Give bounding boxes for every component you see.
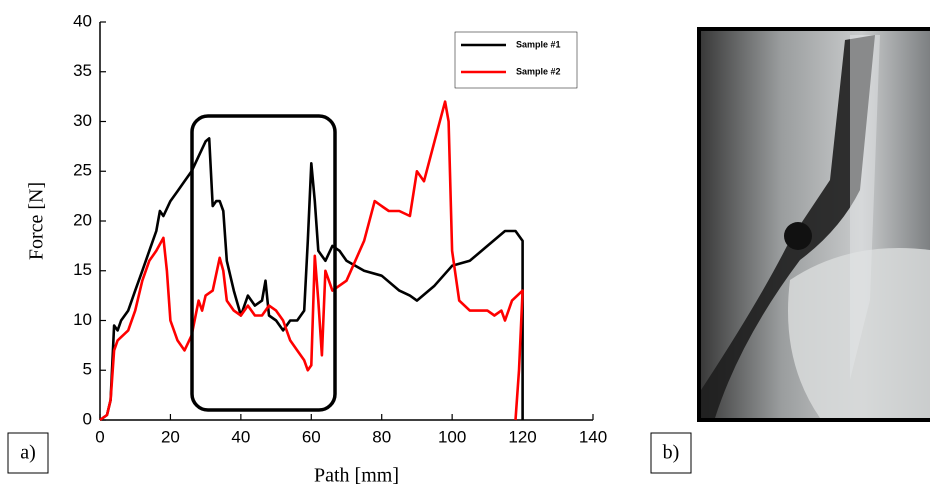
y-tick-label: 30 (73, 111, 92, 130)
x-tick-label: 140 (579, 427, 607, 446)
y-tick-label: 15 (73, 260, 92, 279)
y-tick-label: 35 (73, 61, 92, 80)
y-tick-label: 40 (73, 11, 92, 30)
data-line (99, 137, 524, 422)
panel-label-box (7, 432, 49, 474)
x-axis-title: Path [mm] (314, 465, 399, 487)
y-tick-label: 25 (73, 161, 92, 180)
y-tick-label: 20 (73, 210, 92, 229)
photo (697, 27, 930, 422)
y-tick-label: 0 (83, 409, 92, 428)
photo-shape (701, 35, 875, 418)
photo-shape (784, 222, 812, 250)
y-axis-title: Force [N] (26, 182, 48, 260)
y-tick-label: 10 (73, 310, 92, 329)
x-tick-label: 40 (231, 427, 250, 446)
highlight-box (190, 114, 337, 412)
x-tick-label: 80 (372, 427, 391, 446)
y-tick-label: 5 (83, 360, 92, 379)
panel-label-box (650, 432, 692, 474)
legend-label: Sample #2 (516, 66, 561, 76)
legend (454, 31, 578, 89)
panel-label: a) (20, 442, 36, 464)
plot-area: 0 5 10 15 20 25 30 35 40 0 20 40 60 80 100 120 140 Path [… (26, 11, 608, 486)
x-tick-label: 60 (302, 427, 321, 446)
x-tick-label: 20 (161, 427, 180, 446)
data-line (99, 100, 524, 422)
legend-label: Sample #1 (516, 39, 561, 49)
x-tick-label: 0 (95, 427, 104, 446)
panel-label: b) (663, 442, 680, 464)
x-tick-label: 120 (508, 427, 536, 446)
x-tick-label: 100 (438, 427, 466, 446)
photo-shape (850, 35, 880, 380)
